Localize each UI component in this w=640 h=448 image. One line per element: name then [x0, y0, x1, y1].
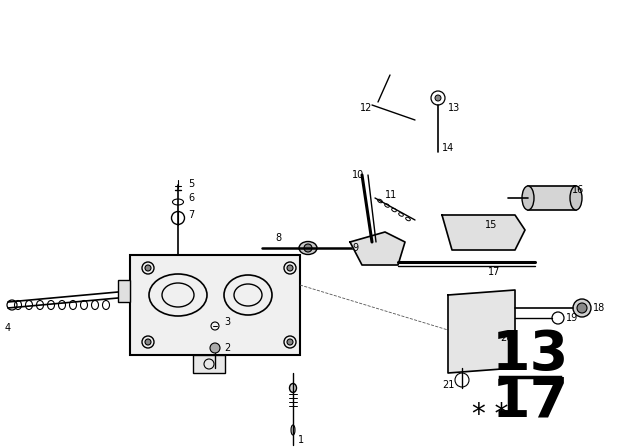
Text: 12: 12: [360, 103, 372, 113]
Bar: [528, 186, 576, 210]
Circle shape: [304, 244, 312, 252]
Text: 16: 16: [572, 185, 584, 195]
Text: 5: 5: [188, 179, 195, 189]
Bar: [130, 255, 300, 355]
Text: 18: 18: [593, 303, 605, 313]
Ellipse shape: [289, 383, 296, 392]
Circle shape: [435, 95, 441, 101]
Circle shape: [287, 339, 293, 345]
Text: 10: 10: [352, 170, 364, 180]
Circle shape: [145, 265, 151, 271]
Text: 17: 17: [492, 374, 568, 428]
Text: * *: * *: [472, 401, 508, 429]
Text: 8: 8: [275, 233, 281, 243]
Bar: [193, 355, 225, 373]
Text: 19: 19: [566, 313, 579, 323]
Text: 21: 21: [443, 380, 455, 390]
Text: 4: 4: [5, 323, 11, 333]
Text: 6: 6: [188, 193, 194, 203]
Circle shape: [573, 299, 591, 317]
Text: 7: 7: [188, 210, 195, 220]
Circle shape: [210, 343, 220, 353]
Text: 1: 1: [298, 435, 304, 445]
Ellipse shape: [570, 186, 582, 210]
Text: 14: 14: [442, 143, 454, 153]
Polygon shape: [442, 215, 525, 250]
Text: 15: 15: [485, 220, 497, 230]
Text: 3: 3: [224, 317, 230, 327]
Polygon shape: [448, 290, 515, 373]
Ellipse shape: [522, 186, 534, 210]
Ellipse shape: [299, 241, 317, 254]
Text: 13: 13: [448, 103, 460, 113]
Ellipse shape: [291, 425, 295, 435]
Text: 11: 11: [385, 190, 397, 200]
Bar: [118, 280, 130, 302]
Circle shape: [577, 303, 587, 313]
Text: 9: 9: [352, 243, 358, 253]
Circle shape: [287, 265, 293, 271]
Circle shape: [145, 339, 151, 345]
Polygon shape: [350, 232, 405, 265]
Text: 20: 20: [500, 333, 513, 343]
Circle shape: [369, 245, 375, 251]
Text: 17: 17: [488, 267, 500, 277]
Text: 13: 13: [492, 328, 568, 382]
Text: 2: 2: [224, 343, 230, 353]
